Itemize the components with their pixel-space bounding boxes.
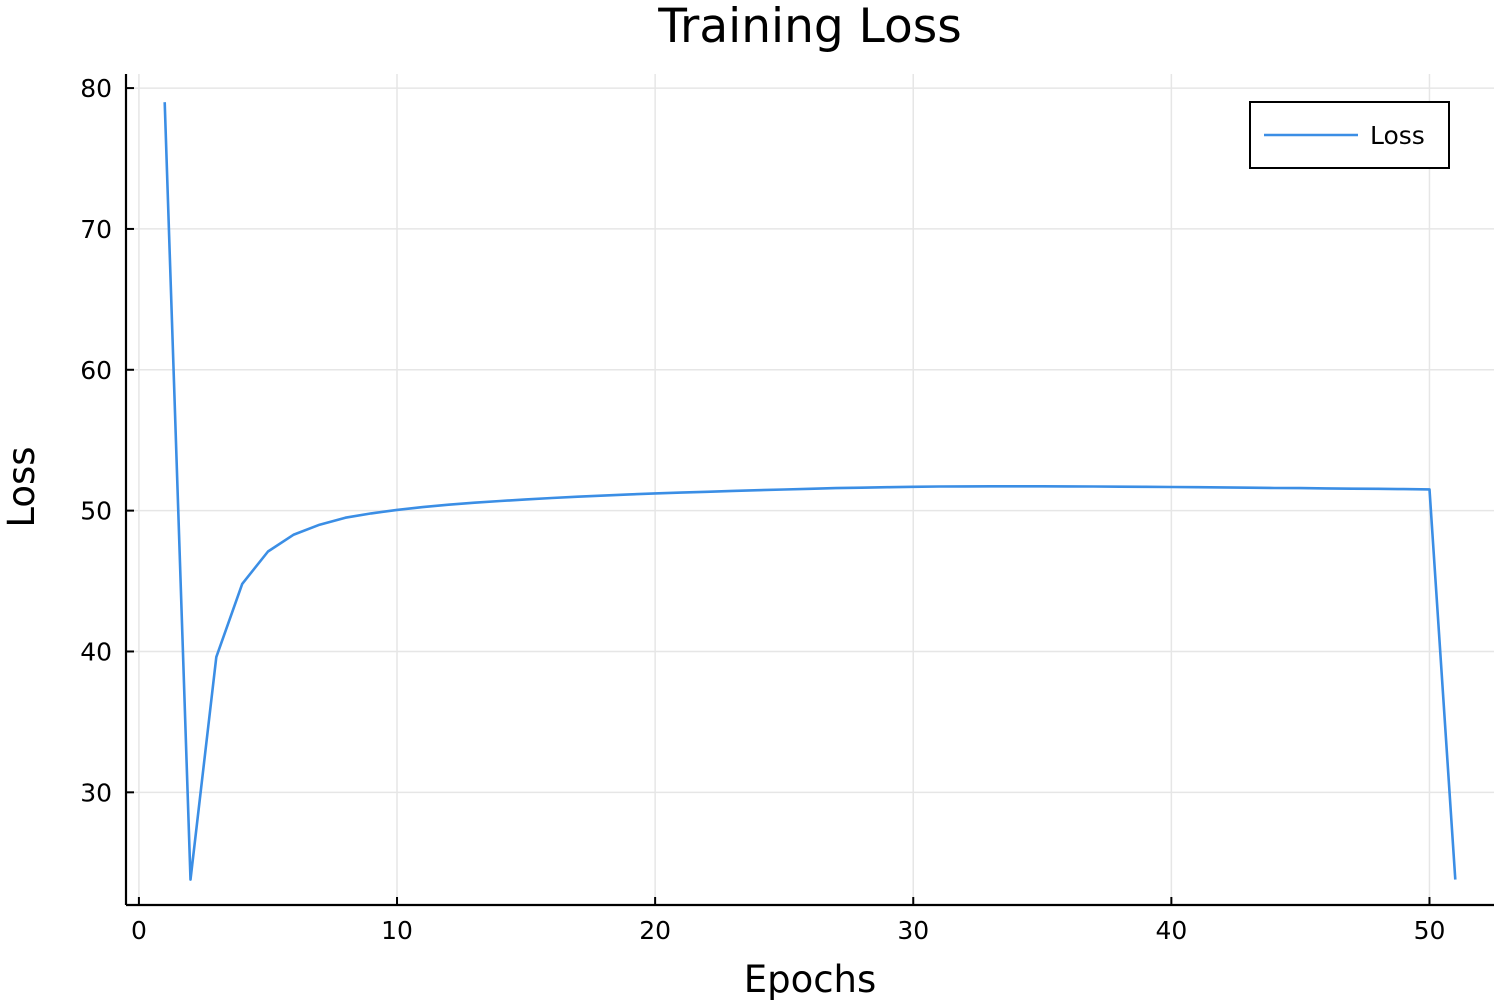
y-tick-label: 60 <box>80 356 112 385</box>
y-tick-label: 80 <box>80 74 112 103</box>
x-tick-label: 50 <box>1414 916 1446 945</box>
x-tick-label: 30 <box>897 916 929 945</box>
x-axis-label: Epochs <box>744 958 877 1001</box>
axes: 0 10 20 30 40 50 30 40 50 60 70 80 <box>80 74 1494 945</box>
x-tick-label: 40 <box>1155 916 1187 945</box>
legend-label-loss: Loss <box>1370 121 1425 150</box>
x-tick-label: 20 <box>639 916 671 945</box>
x-tick-label: 0 <box>131 916 147 945</box>
y-axis-label: Loss <box>0 446 43 527</box>
chart-title: Training Loss <box>657 0 961 54</box>
y-tick-label: 70 <box>80 215 112 244</box>
series-line-loss <box>163 102 1457 881</box>
legend: Loss <box>1249 101 1450 169</box>
series-lines <box>163 102 1457 881</box>
y-tick-label: 30 <box>80 778 112 807</box>
x-tick-label: 10 <box>381 916 413 945</box>
y-tick-label: 40 <box>80 637 112 666</box>
y-tick-label: 50 <box>80 497 112 526</box>
